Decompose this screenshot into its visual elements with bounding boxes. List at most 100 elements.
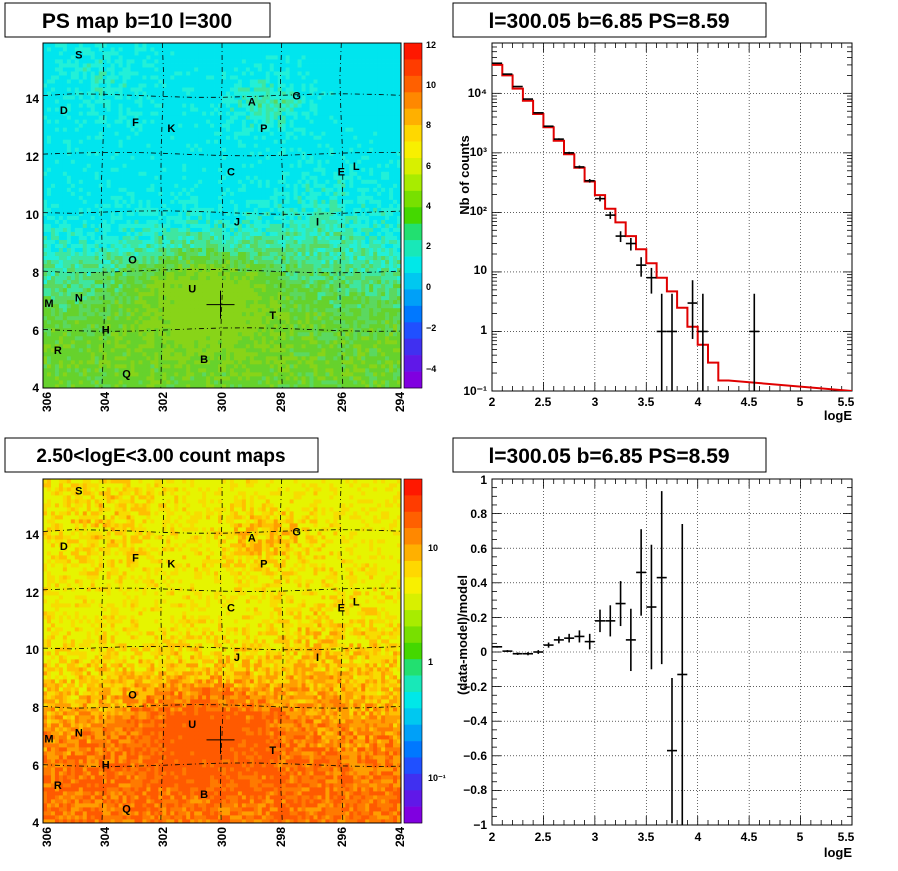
heatmap-cell (162, 179, 167, 184)
heatmap-cell (102, 327, 108, 333)
heatmap-cell (361, 327, 366, 333)
heatmap-cell (333, 187, 338, 192)
heatmap-cell (365, 287, 370, 293)
heatmap-cell (397, 263, 402, 269)
heatmap-cell (50, 383, 56, 389)
heatmap-cell (174, 299, 179, 305)
heatmap-cell (225, 207, 231, 212)
heatmap-cell (194, 299, 199, 305)
heatmap-cell (50, 371, 56, 377)
heatmap-cell (301, 339, 306, 345)
heatmap-cell (218, 323, 223, 329)
heatmap-cell (186, 323, 191, 329)
heatmap-cell (210, 227, 215, 232)
heatmap-cell (174, 247, 179, 252)
heatmap-cell (273, 255, 279, 261)
heatmap-cell (74, 315, 80, 321)
heatmap-cell (337, 227, 342, 232)
heatmap-cell (43, 283, 48, 289)
heatmap-cell (142, 255, 147, 261)
heatmap-cell (206, 347, 211, 353)
heatmap-cell (325, 279, 330, 285)
heatmap-cell (74, 207, 80, 212)
heatmap-cell (150, 179, 155, 184)
heatmap-cell (341, 375, 346, 381)
heatmap-cell (138, 191, 143, 196)
heatmap-cell (122, 295, 127, 301)
heatmap-cell (329, 359, 334, 365)
heatmap-cell (373, 215, 378, 220)
heatmap-cell (82, 367, 88, 373)
heatmap-cell (138, 295, 143, 301)
heatmap-cell (349, 275, 354, 281)
heatmap-cell (325, 259, 330, 265)
heatmap-cell (333, 335, 338, 341)
heatmap-cell (293, 179, 298, 184)
heatmap-cell (110, 347, 115, 353)
heatmap-cell (138, 311, 143, 317)
heatmap-cell (94, 295, 100, 301)
heatmap-cell (70, 307, 76, 313)
heatmap-cell (62, 247, 68, 252)
heatmap-cell (289, 295, 294, 301)
heatmap-cell (289, 311, 294, 317)
heatmap-cell (126, 275, 131, 281)
heatmap-cell (170, 203, 175, 208)
heatmap-cell (257, 327, 263, 333)
heatmap-cell (106, 247, 112, 252)
heatmap-cell (241, 199, 247, 204)
heatmap-cell (114, 211, 119, 216)
heatmap-cell (158, 163, 163, 168)
heatmap-cell (361, 227, 366, 232)
heatmap-cell (182, 315, 187, 321)
heatmap-cell (122, 335, 127, 341)
heatmap-cell (309, 243, 314, 248)
heatmap-cell (194, 351, 199, 357)
heatmap-cell (269, 179, 275, 184)
heatmap-cell (102, 311, 108, 317)
heatmap-cell (373, 211, 378, 216)
heatmap-cell (178, 191, 183, 196)
heatmap-cell (349, 235, 354, 240)
heatmap-cell (46, 363, 52, 369)
heatmap-cell (150, 163, 155, 168)
heatmap-cell (58, 251, 64, 257)
heatmap-cell (381, 219, 386, 224)
heatmap-cell (74, 271, 80, 277)
heatmap-cell (166, 247, 171, 252)
heatmap-cell (233, 227, 239, 232)
heatmap-cell (241, 367, 247, 373)
heatmap-cell (62, 183, 68, 188)
heatmap-cell (182, 199, 187, 204)
heatmap-cell (214, 211, 219, 216)
heatmap-cell (98, 207, 104, 212)
heatmap-cell (393, 331, 398, 337)
heatmap-cell (190, 239, 195, 244)
heatmap-cell (58, 355, 64, 361)
heatmap-cell (198, 339, 203, 345)
heatmap-cell (389, 183, 394, 188)
heatmap-cell (389, 323, 394, 329)
heatmap-cell (54, 299, 60, 305)
heatmap-cell (397, 171, 402, 176)
heatmap-cell (337, 235, 342, 240)
heatmap-cell (98, 199, 104, 204)
heatmap-cell (66, 251, 72, 257)
heatmap-cell (118, 211, 123, 216)
heatmap-cell (317, 267, 322, 273)
heatmap-cell (46, 219, 52, 224)
heatmap-cell (305, 315, 310, 321)
heatmap-cell (305, 183, 310, 188)
heatmap-cell (321, 263, 326, 269)
heatmap-cell (317, 287, 322, 293)
heatmap-cell (353, 351, 358, 357)
heatmap-cell (158, 351, 163, 357)
heatmap-cell (50, 327, 56, 333)
heatmap-cell (353, 355, 358, 361)
heatmap-cell (218, 343, 223, 349)
heatmap-cell (317, 263, 322, 269)
heatmap-cell (297, 211, 302, 216)
heatmap-cell (46, 267, 52, 273)
heatmap-cell (162, 331, 167, 337)
heatmap-cell (122, 191, 127, 196)
